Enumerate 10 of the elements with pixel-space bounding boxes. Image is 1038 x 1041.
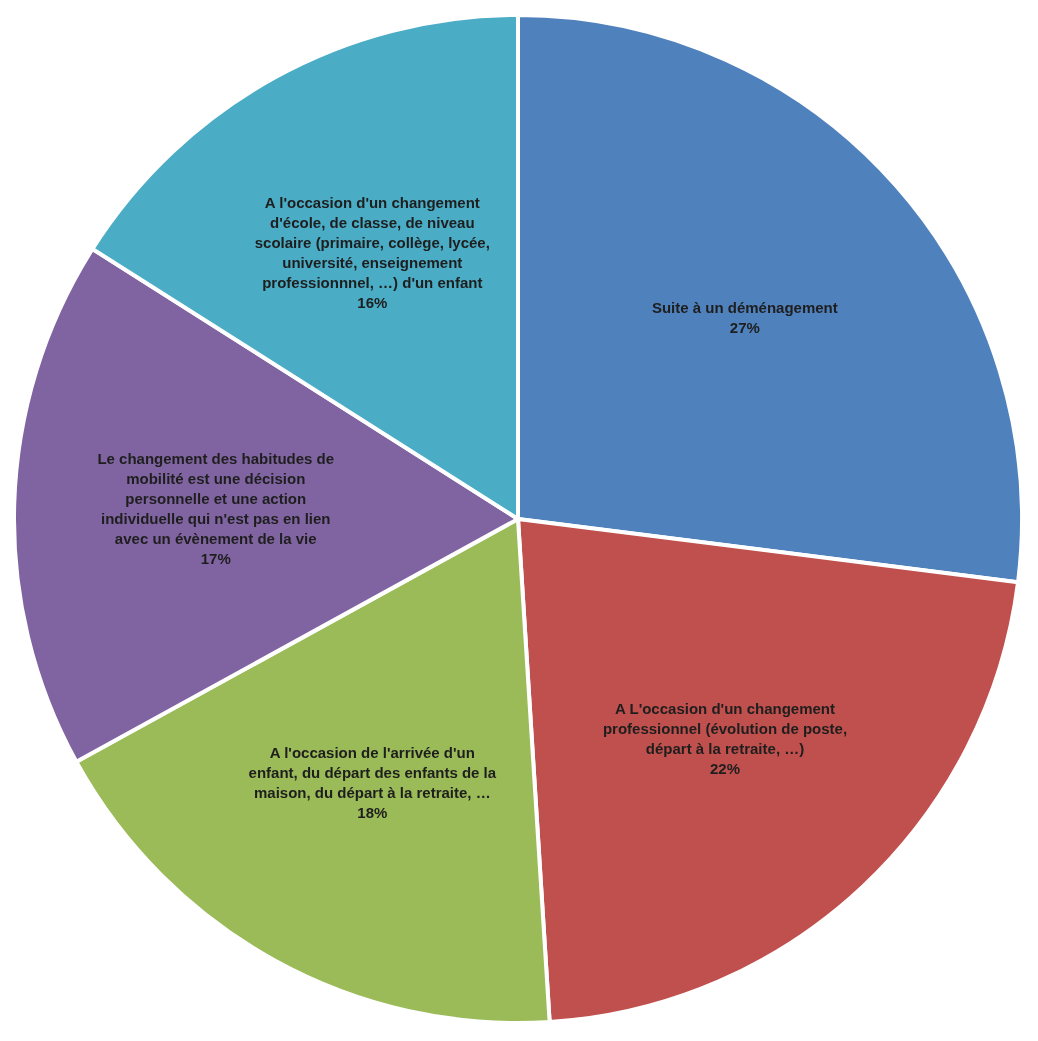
slice-label: Suite à un déménagement — [651, 299, 838, 317]
data-label: 16% — [357, 294, 388, 312]
slice-label: A L'occasion d'un changement professionnel (évolution de poste, départ à la retraite, …) — [602, 699, 848, 757]
slice-label: Le changement des habitudes de mobilité est une décision personnelle et une action individuelle qui n'est pas en lien avec un évènement de la vie — [97, 449, 335, 547]
data-label: 18% — [357, 804, 388, 822]
slice-label: A l'occasion de l'arrivée d'un enfant, du départ des enfants de la maison, du départ à la retraite, … — [248, 744, 497, 802]
data-label: 22% — [709, 759, 741, 777]
slice-label: A l'occasion d'un changement d'école, de classe, de niveau scolaire (primaire, collège, lycée, université, enseignement professionnnel, …) d'un enfant — [254, 194, 490, 292]
data-label: 27% — [729, 319, 760, 337]
data-label: 17% — [200, 549, 231, 567]
